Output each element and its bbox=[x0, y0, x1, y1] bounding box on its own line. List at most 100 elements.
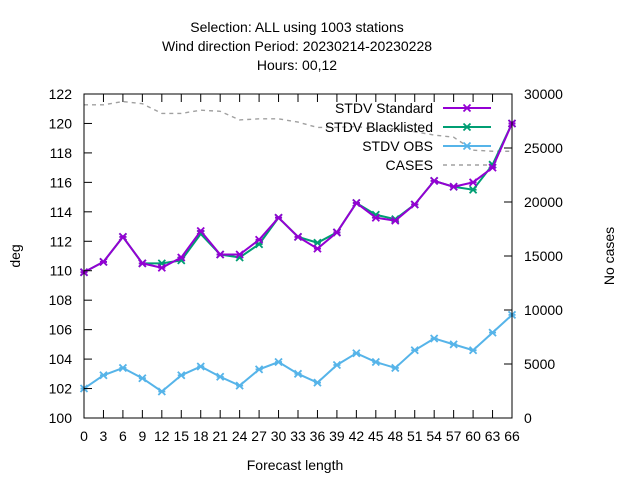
series-line bbox=[83, 314, 513, 393]
legend-item: STDV Standard bbox=[335, 100, 491, 116]
x-tick-label: 3 bbox=[100, 428, 108, 444]
series-stdv-blacklisted bbox=[79, 119, 517, 277]
y2-tick-label: 10000 bbox=[524, 302, 563, 318]
data-point bbox=[274, 213, 283, 222]
y-tick-label: 102 bbox=[49, 381, 73, 397]
x-tick-label: 39 bbox=[329, 428, 345, 444]
x-tick-label: 63 bbox=[485, 428, 501, 444]
x-tick-label: 36 bbox=[310, 428, 326, 444]
x-tick-label: 21 bbox=[212, 428, 228, 444]
title-line: Selection: ALL using 1003 stations bbox=[190, 19, 404, 35]
series-line bbox=[84, 100, 512, 152]
y2-tick-label: 5000 bbox=[524, 356, 555, 372]
data-point bbox=[430, 334, 439, 343]
data-point bbox=[488, 328, 497, 337]
data-point bbox=[216, 372, 225, 381]
data-point bbox=[157, 263, 166, 272]
y-tick-label: 104 bbox=[49, 351, 73, 367]
data-point bbox=[274, 357, 283, 367]
legend: STDV Standard STDV Blacklisted STDV OBS CAS… bbox=[325, 100, 491, 173]
data-point bbox=[352, 198, 361, 208]
y2-tick-label: 0 bbox=[524, 410, 532, 426]
y-tick-label: 100 bbox=[49, 410, 73, 426]
x-tick-label: 48 bbox=[387, 428, 403, 444]
x-tick-label: 51 bbox=[407, 428, 423, 444]
data-point bbox=[254, 365, 264, 374]
data-point bbox=[430, 176, 439, 186]
x-tick-label: 24 bbox=[232, 428, 248, 444]
y2-tick-label: 20000 bbox=[524, 194, 563, 210]
y-tick-label: 108 bbox=[49, 292, 73, 308]
legend-label: STDV Blacklisted bbox=[325, 119, 433, 135]
x-tick-label: 42 bbox=[349, 428, 365, 444]
data-point bbox=[468, 346, 478, 355]
data-point bbox=[177, 253, 186, 262]
plot-frame bbox=[83, 93, 513, 419]
data-point bbox=[410, 200, 419, 209]
y2-tick-label: 25000 bbox=[524, 140, 563, 156]
y-tick-label: 122 bbox=[49, 86, 73, 102]
data-point bbox=[371, 357, 380, 367]
x-tick-label: 33 bbox=[290, 428, 306, 444]
data-point bbox=[391, 216, 400, 225]
x-tick-label: 6 bbox=[119, 428, 127, 444]
data-point bbox=[118, 363, 128, 373]
x-tick-label: 18 bbox=[193, 428, 209, 444]
data-point bbox=[216, 250, 225, 259]
y-tick-label: 112 bbox=[50, 233, 73, 249]
data-point bbox=[293, 232, 303, 241]
data-point bbox=[157, 387, 166, 396]
data-point bbox=[118, 232, 128, 241]
y-tick-label: 118 bbox=[50, 145, 73, 161]
data-point bbox=[177, 371, 186, 380]
x-tick-label: 12 bbox=[154, 428, 170, 444]
legend-label: STDV Standard bbox=[335, 100, 433, 116]
legend-item: STDV Blacklisted bbox=[325, 119, 491, 135]
data-point bbox=[99, 371, 108, 380]
legend-item: STDV OBS bbox=[362, 138, 491, 154]
data-point bbox=[352, 349, 361, 358]
data-point bbox=[254, 235, 264, 244]
y-tick-label: 120 bbox=[49, 115, 73, 131]
data-point bbox=[138, 259, 147, 268]
y2-tick-label: 15000 bbox=[524, 248, 563, 264]
title-line: Wind direction Period: 20230214-20230228 bbox=[162, 38, 432, 54]
x-tick-label: 45 bbox=[368, 428, 384, 444]
legend-label: STDV OBS bbox=[362, 138, 433, 154]
legend-label: CASES bbox=[386, 157, 433, 173]
x-axis-label: Forecast length bbox=[247, 457, 344, 473]
x-tick-label: 0 bbox=[80, 428, 88, 444]
x-tick-label: 66 bbox=[504, 428, 520, 444]
data-point bbox=[196, 226, 205, 236]
data-point bbox=[293, 369, 303, 378]
data-point bbox=[449, 182, 458, 191]
x-tick-label: 15 bbox=[173, 428, 189, 444]
series-stdv-standard bbox=[79, 119, 517, 277]
y-tick-label: 110 bbox=[50, 263, 73, 279]
data-point bbox=[468, 178, 478, 187]
data-point bbox=[235, 381, 244, 390]
data-point bbox=[488, 163, 497, 172]
data-point bbox=[235, 250, 244, 259]
y2-tick-label: 30000 bbox=[524, 86, 563, 102]
x-tick-label: 9 bbox=[138, 428, 146, 444]
x-tick-label: 57 bbox=[446, 428, 462, 444]
x-tick-label: 54 bbox=[426, 428, 442, 444]
plot-area bbox=[79, 100, 517, 396]
y-tick-label: 114 bbox=[50, 204, 73, 220]
series-stdv-obs bbox=[79, 310, 517, 396]
data-point bbox=[468, 185, 478, 194]
y-tick-label: 116 bbox=[50, 174, 73, 190]
legend-item: CASES bbox=[386, 157, 491, 173]
data-point bbox=[449, 340, 458, 349]
axes: 1001021041061081101121141161181201220500… bbox=[49, 86, 564, 444]
data-point bbox=[196, 362, 205, 371]
data-point bbox=[313, 378, 322, 387]
y2-axis-label: No cases bbox=[601, 227, 617, 285]
x-tick-label: 30 bbox=[271, 428, 287, 444]
data-point bbox=[313, 244, 322, 253]
series-cases bbox=[84, 100, 512, 152]
data-point bbox=[138, 374, 147, 383]
y-axis-label: deg bbox=[7, 244, 23, 267]
